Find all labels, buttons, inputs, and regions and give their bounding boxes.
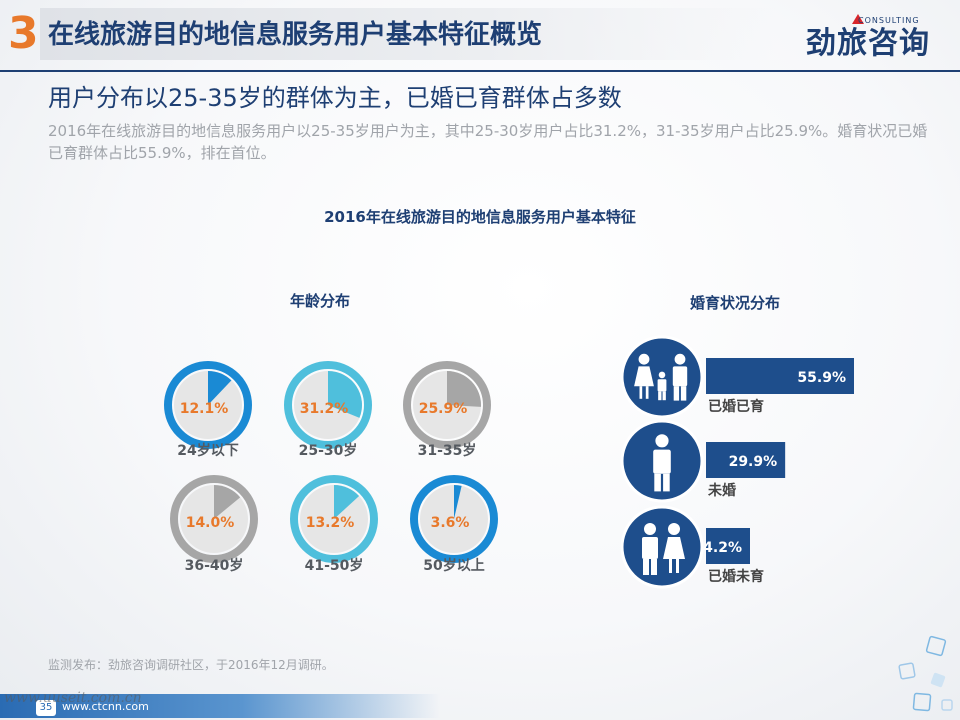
- age-category-label: 36-40岁: [184, 558, 244, 574]
- age-donut-5: 13.2%: [290, 475, 378, 563]
- age-donut-ring: [403, 361, 491, 449]
- slide-subtitle: 用户分布以25-35岁的群体为主，已婚已育群体占多数: [48, 84, 622, 112]
- age-category-label: 25-30岁: [298, 443, 358, 459]
- logo-triangle-icon: [852, 14, 864, 24]
- age-slice: [454, 485, 462, 519]
- marital-category-label: 已婚未育: [708, 569, 764, 585]
- footer-bar: [0, 694, 440, 718]
- age-slice: [208, 371, 232, 405]
- age-slice: [328, 371, 362, 418]
- age-slice: [447, 371, 482, 407]
- couple-icon-figure: [642, 523, 685, 575]
- marital-value-label: 14.2%: [693, 540, 742, 556]
- header-divider: [0, 70, 960, 72]
- age-donut-ring: [290, 475, 378, 563]
- couple-icon: [620, 505, 704, 589]
- age-value-label: 3.6%: [431, 515, 470, 531]
- chart-title: 2016年在线旅游目的地信息服务用户基本特征: [324, 208, 636, 226]
- logo-text: 劲旅咨询: [806, 26, 930, 61]
- marital-row-3: 14.2%: [620, 505, 750, 589]
- page-header: 3 在线旅游目的地信息服务用户基本特征概览 劲旅咨询 CONSULTING: [0, 0, 960, 68]
- section-number: 3: [8, 8, 39, 59]
- single-man-icon-figure: [653, 434, 671, 492]
- age-slice: [334, 485, 360, 519]
- page-title: 在线旅游目的地信息服务用户基本特征概览: [48, 20, 543, 50]
- age-donut-3: 25.9%: [403, 361, 491, 449]
- age-value-label: 14.0%: [186, 515, 235, 531]
- age-donut-ring: [170, 475, 258, 563]
- age-category-label: 24岁以下: [177, 443, 239, 459]
- footer-url: www.ctcnn.com: [62, 700, 149, 713]
- page-number: 35: [36, 700, 56, 716]
- age-slice: [214, 485, 241, 519]
- age-donut-ring: [410, 475, 498, 563]
- marital-panel-title: 婚育状况分布: [690, 294, 781, 312]
- marital-bar: [706, 442, 786, 478]
- age-donut-4: 14.0%: [170, 475, 258, 563]
- age-category-label: 50岁以上: [423, 558, 485, 574]
- age-value-label: 12.1%: [180, 401, 229, 417]
- marital-bar: [706, 528, 750, 564]
- age-panel-title: 年龄分布: [290, 292, 351, 310]
- marital-value-label: 55.9%: [797, 370, 846, 386]
- watermark-text: www.uuseit.com.cn: [4, 690, 142, 706]
- source-note: 监测发布：劲旅咨询调研社区，于2016年12月调研。: [48, 658, 334, 672]
- family-icon-figure: [634, 353, 688, 401]
- age-value-label: 25.9%: [419, 401, 468, 417]
- age-donut-6: 3.6%: [410, 475, 498, 563]
- age-donut-ring: [164, 361, 252, 449]
- age-donut-1: 12.1%: [164, 361, 252, 449]
- marital-category-label: 未婚: [708, 483, 736, 499]
- age-donut-ring: [284, 361, 372, 449]
- marital-row-2: 29.9%: [620, 419, 786, 503]
- marital-category-label: 已婚已育: [708, 399, 764, 415]
- marital-value-label: 29.9%: [729, 454, 778, 470]
- age-category-label: 41-50岁: [304, 558, 364, 574]
- age-donut-2: 31.2%: [284, 361, 372, 449]
- logo-subtext: CONSULTING: [858, 16, 920, 25]
- age-value-label: 31.2%: [300, 401, 349, 417]
- company-logo: 劲旅咨询 CONSULTING: [806, 14, 946, 61]
- title-bar: [40, 8, 775, 60]
- decorative-squares-icon: [898, 635, 953, 712]
- marital-bar: [706, 358, 854, 394]
- slide-description: 2016年在线旅游目的地信息服务用户以25-35岁用户为主，其中25-30岁用户…: [48, 122, 928, 162]
- age-category-label: 31-35岁: [417, 443, 477, 459]
- age-value-label: 13.2%: [306, 515, 355, 531]
- marital-row-1: 55.9%: [620, 335, 854, 419]
